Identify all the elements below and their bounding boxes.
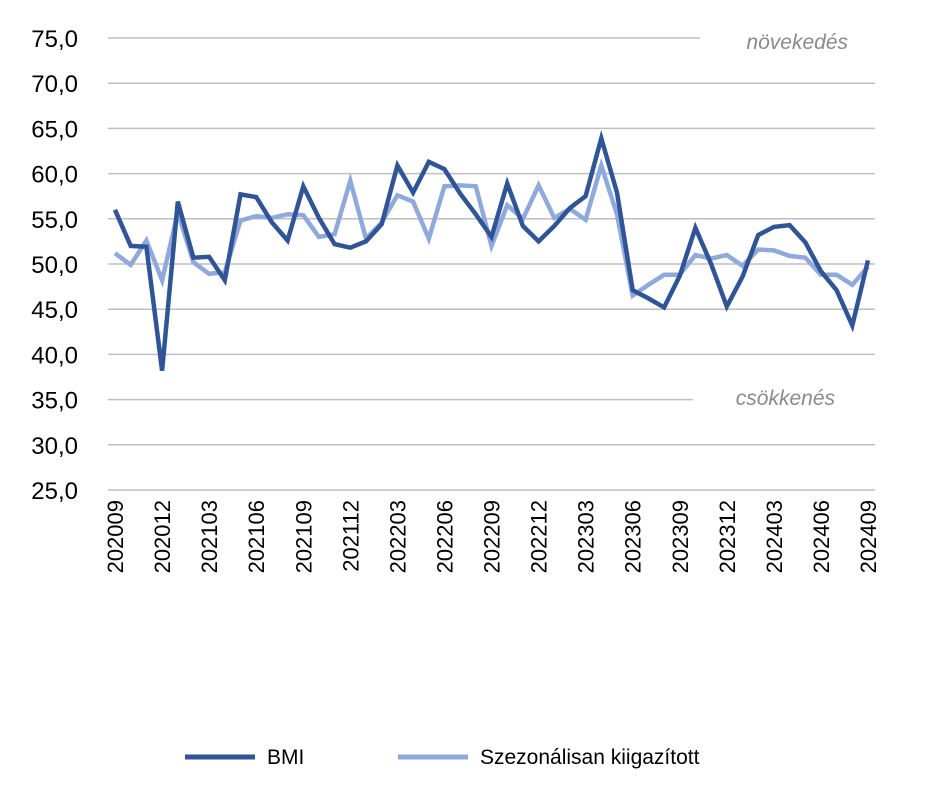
x-tick-label: 202206 (432, 500, 457, 573)
legend-label: Szezonálisan kiigazított (480, 746, 700, 769)
series-line-bmi (112, 129, 871, 371)
x-tick-label: 202109 (291, 500, 316, 573)
x-tick-label: 202212 (527, 500, 552, 573)
x-tick-label: 202309 (668, 500, 693, 573)
y-tick-label: 55,0 (31, 207, 78, 234)
y-tick-label: 35,0 (31, 388, 78, 415)
x-tick-label: 202403 (762, 500, 787, 573)
x-tick-label: 202306 (621, 500, 646, 573)
x-axis-tick-labels: 202009 202012 202103 202106 202109 202112 2022… (103, 500, 881, 573)
x-tick-label: 202009 (103, 500, 128, 573)
x-tick-label: 202203 (385, 500, 410, 573)
series-line-szezonalisan-kiigazitott (113, 157, 870, 300)
x-tick-label: 202106 (244, 500, 269, 573)
y-tick-label: 30,0 (31, 433, 78, 460)
legend: BMI Szezonálisan kiigazított (185, 746, 700, 769)
y-tick-label: 70,0 (31, 71, 78, 98)
x-tick-label: 202112 (338, 500, 363, 572)
y-tick-label: 65,0 (31, 116, 78, 143)
gridlines (108, 37, 875, 491)
x-tick-label: 202209 (480, 500, 505, 573)
y-tick-label: 25,0 (31, 478, 78, 505)
y-tick-label: 45,0 (31, 297, 78, 324)
y-tick-label: 40,0 (31, 342, 78, 369)
y-axis-tick-labels: 75,0 70,0 65,0 60,0 55,0 50,0 45,0 40,0 35,0 30,0… (31, 26, 78, 505)
x-tick-label: 202409 (856, 500, 881, 573)
x-tick-label: 202312 (715, 500, 740, 573)
y-tick-label: 50,0 (31, 252, 78, 279)
x-tick-label: 202303 (574, 500, 599, 573)
x-tick-label: 202406 (809, 500, 834, 573)
y-tick-label: 75,0 (31, 26, 78, 53)
x-tick-label: 202012 (150, 500, 175, 573)
y-tick-label: 60,0 (31, 162, 78, 189)
annotation-lower: csökkenés (736, 387, 836, 410)
annotation-upper: növekedés (746, 31, 848, 54)
legend-label: BMI (267, 746, 304, 769)
x-tick-label: 202103 (197, 500, 222, 573)
